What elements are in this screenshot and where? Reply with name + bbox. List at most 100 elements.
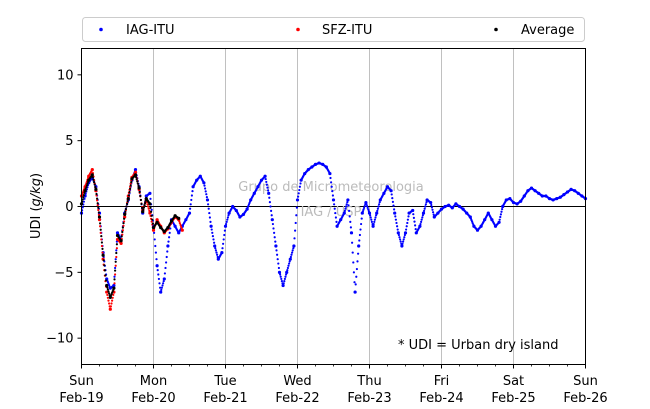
data-point [497, 220, 501, 224]
data-point-interp [269, 205, 272, 208]
data-point-interp [425, 201, 428, 204]
data-point-interp [169, 227, 172, 230]
data-point [295, 198, 300, 202]
x-tick-weekday: Mon [140, 374, 167, 389]
data-point-interp [211, 235, 214, 238]
data-point-interp [294, 229, 297, 232]
data-point-interp [121, 233, 124, 236]
y-axis-label-prefix: UDI ( [29, 206, 44, 239]
data-point-interp [165, 261, 168, 264]
data-point-interp [81, 198, 84, 201]
data-point-interp [365, 203, 368, 206]
data-point-interp [162, 280, 165, 283]
data-point-interp [265, 183, 268, 186]
data-point [119, 241, 123, 245]
data-point [133, 173, 138, 177]
data-point-interp [126, 202, 129, 205]
data-point-interp [180, 225, 183, 228]
data-point [90, 168, 94, 172]
data-point-interp [137, 184, 140, 187]
data-point-interp [157, 273, 160, 276]
data-point-interp [345, 203, 348, 206]
y-axis: −10 −5 0 5 10 [46, 68, 82, 347]
data-point-interp [128, 190, 131, 194]
data-point-interp [396, 228, 399, 231]
data-point [288, 257, 292, 261]
data-point-interp [344, 207, 347, 210]
data-point-interp [430, 203, 433, 207]
data-point-interp [412, 216, 415, 220]
x-tick-date: Feb-24 [419, 391, 463, 406]
data-point-interp [295, 206, 298, 209]
data-point-interp [353, 281, 356, 284]
data-point-interp [223, 229, 226, 232]
data-point-interp [402, 240, 405, 243]
data-point-interp [103, 269, 106, 272]
data-point-interp [164, 266, 167, 270]
x-tick-weekday: Sat [503, 374, 524, 389]
data-point-interp [377, 205, 380, 208]
data-point-interp [96, 204, 99, 207]
data-point-interp [113, 282, 116, 285]
data-point-interp [123, 217, 126, 220]
data-point-interp [501, 208, 504, 211]
data-point-interp [156, 269, 159, 272]
data-point-interp [372, 222, 375, 226]
data-point-interp [266, 186, 269, 189]
data-point-interp [401, 242, 404, 245]
data-point-interp [294, 221, 297, 225]
y-tick-label: 0 [65, 200, 73, 215]
data-point-interp [273, 236, 276, 239]
data-point-interp [150, 214, 153, 217]
data-point [112, 283, 116, 288]
x-tick-weekday: Tue [213, 374, 236, 389]
data-point [187, 211, 192, 215]
data-point-interp [390, 193, 393, 196]
data-point-interp [114, 258, 117, 261]
data-point-interp [277, 262, 280, 265]
data-point [389, 189, 393, 193]
data-point-interp [391, 200, 394, 203]
data-point-interp [284, 275, 287, 278]
data-point-interp [333, 207, 336, 210]
data-point-interp [82, 196, 85, 199]
data-point-interp [391, 197, 394, 200]
data-point-interp [112, 293, 115, 297]
y-axis-label-unit: g/kg [29, 178, 44, 206]
data-point-interp [135, 175, 138, 179]
data-point-interp [274, 240, 277, 243]
data-point-interp [122, 224, 125, 227]
data-point-interp [106, 293, 109, 297]
data-point-interp [370, 220, 373, 223]
data-point [267, 191, 271, 195]
data-point-interp [356, 260, 359, 263]
x-tick-weekday: Sun [69, 374, 94, 389]
data-point-interp [155, 258, 158, 261]
data-point-interp [431, 208, 434, 211]
data-point-interp [398, 236, 401, 239]
data-point-interp [413, 220, 416, 223]
data-point [213, 244, 217, 248]
data-point-interp [84, 187, 87, 191]
data-point-interp [424, 203, 427, 206]
data-point-interp [143, 204, 146, 207]
y-tick-label: −5 [54, 266, 73, 281]
data-point-interp [160, 288, 163, 291]
data-point [393, 211, 397, 215]
data-point-interp [205, 195, 208, 199]
data-point-interp [115, 251, 118, 255]
data-point-interp [499, 213, 502, 216]
data-point-interp [214, 249, 217, 252]
data-point-interp [373, 218, 376, 221]
data-point-interp [148, 209, 151, 212]
data-point-interp [115, 249, 118, 252]
data-point [277, 270, 282, 274]
data-point-interp [139, 198, 142, 202]
data-point-interp [189, 207, 192, 210]
data-point-interp [147, 205, 150, 208]
data-point-interp [399, 240, 402, 243]
data-point-interp [286, 266, 289, 270]
data-point-interp [289, 255, 292, 259]
data-point-interp [282, 282, 285, 285]
data-point-interp [265, 180, 268, 184]
